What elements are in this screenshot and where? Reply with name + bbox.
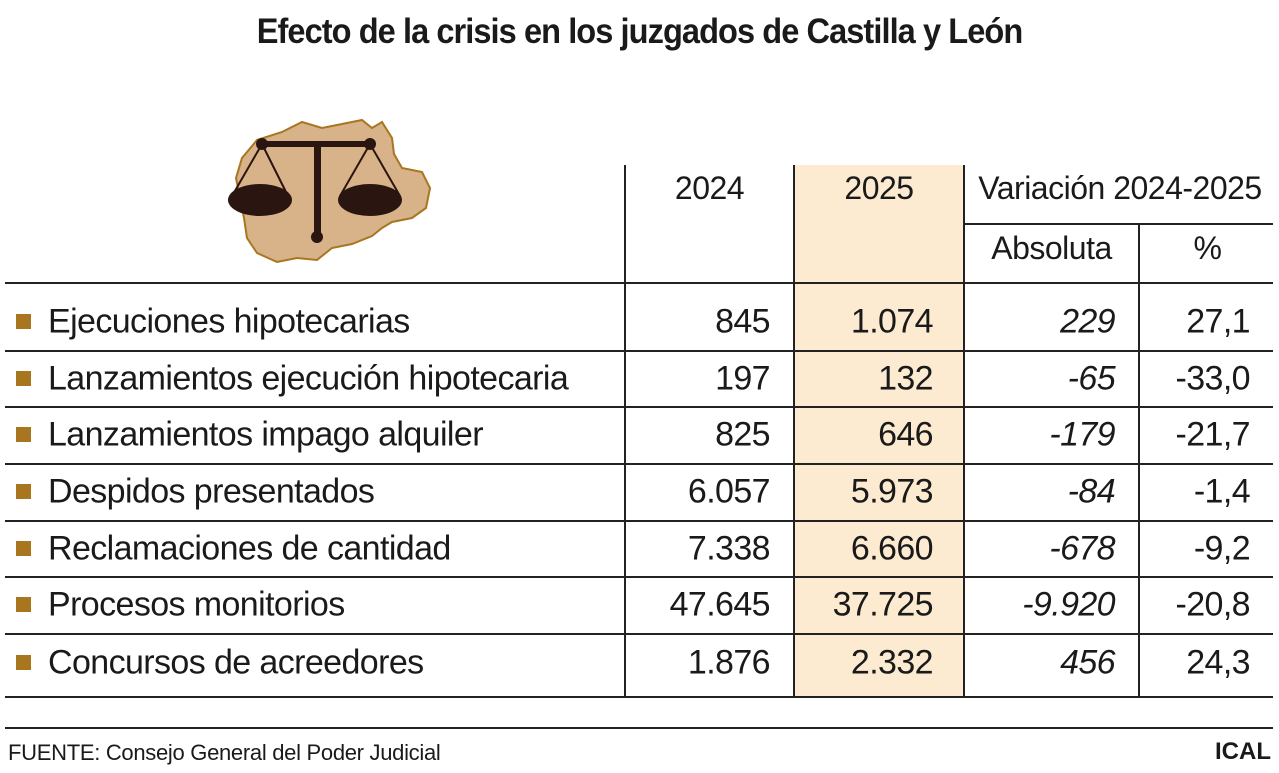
value-2024: 47.645 [669, 585, 771, 624]
header-divider [5, 282, 1273, 284]
square-bullet-icon [16, 427, 31, 442]
row-label: Reclamaciones de cantidad [48, 529, 451, 568]
variation-absolute: -65 [1067, 359, 1116, 398]
value-2024: 7.338 [687, 529, 771, 568]
header-percent: % [1193, 230, 1222, 266]
value-2025: 2.332 [850, 643, 934, 682]
variation-percent: 24,3 [1186, 643, 1250, 682]
table-row: Lanzamientos impago alquiler 825 646 -17… [0, 407, 1279, 463]
variation-absolute: 456 [1060, 643, 1116, 682]
value-2025: 132 [878, 359, 934, 398]
header-2024: 2024 [674, 170, 745, 206]
table-row: Reclamaciones de cantidad 7.338 6.660 -6… [0, 521, 1279, 577]
value-2025: 6.660 [850, 529, 934, 568]
variation-percent: -9,2 [1193, 529, 1251, 568]
row-divider [5, 406, 1273, 408]
value-2025: 646 [878, 415, 934, 454]
square-bullet-icon [16, 371, 31, 386]
value-2025: 5.973 [850, 472, 934, 511]
column-divider [963, 165, 965, 698]
value-2025: 1.074 [850, 302, 934, 341]
square-bullet-icon [16, 484, 31, 499]
value-2024: 845 [715, 302, 771, 341]
row-label: Ejecuciones hipotecarias [48, 302, 410, 341]
value-2024: 6.057 [687, 472, 771, 511]
value-2024: 197 [715, 359, 771, 398]
header-variation: Variación 2024-2025 [978, 170, 1262, 206]
value-2024: 1.876 [687, 643, 771, 682]
row-label: Lanzamientos impago alquiler [48, 415, 484, 454]
variation-percent: -1,4 [1193, 472, 1251, 511]
header-absolute: Absoluta [991, 230, 1112, 266]
variation-percent: -21,7 [1175, 415, 1251, 454]
table-row: Procesos monitorios 47.645 37.725 -9.920… [0, 577, 1279, 633]
source-note: FUENTE: Consejo General del Poder Judici… [8, 740, 441, 765]
row-divider [5, 463, 1273, 465]
table-row: Concursos de acreedores 1.876 2.332 456 … [0, 635, 1279, 691]
variation-percent: 27,1 [1186, 302, 1250, 341]
variation-absolute: 229 [1060, 302, 1116, 341]
row-label: Despidos presentados [48, 472, 375, 511]
variation-percent: -20,8 [1175, 585, 1251, 624]
footer-divider [5, 727, 1273, 729]
table-bottom-border [5, 696, 1273, 698]
square-bullet-icon [16, 655, 31, 670]
square-bullet-icon [16, 314, 31, 329]
variation-absolute: -84 [1067, 472, 1116, 511]
page-title: Efecto de la crisis en los juzgados de C… [256, 12, 1024, 51]
column-divider [624, 165, 626, 698]
brand-credit: ICAL [1215, 738, 1271, 765]
value-2024: 825 [715, 415, 771, 454]
variation-absolute: -9.920 [1022, 585, 1115, 624]
value-2025: 37.725 [832, 585, 934, 624]
variation-subheader-divider [963, 223, 1273, 225]
variation-absolute: -678 [1049, 529, 1115, 568]
table-row: Lanzamientos ejecución hipotecaria 197 1… [0, 351, 1279, 407]
column-divider [793, 165, 795, 698]
region-map-shape [234, 118, 432, 264]
table-row: Ejecuciones hipotecarias 845 1.074 229 2… [0, 294, 1279, 350]
variation-absolute: -179 [1049, 415, 1115, 454]
header-2025: 2025 [844, 170, 914, 206]
column-divider [1138, 224, 1140, 698]
row-label: Concursos de acreedores [48, 643, 424, 682]
variation-percent: -33,0 [1175, 359, 1251, 398]
row-divider [5, 633, 1273, 635]
row-label: Procesos monitorios [48, 585, 345, 624]
row-divider [5, 520, 1273, 522]
row-divider [5, 350, 1273, 352]
square-bullet-icon [16, 597, 31, 612]
row-divider [5, 576, 1273, 578]
row-label: Lanzamientos ejecución hipotecaria [48, 359, 569, 398]
scales-of-justice-icon [228, 118, 432, 264]
table-row: Despidos presentados 6.057 5.973 -84 -1,… [0, 464, 1279, 520]
highlight-column-2025 [794, 165, 963, 697]
square-bullet-icon [16, 541, 31, 556]
